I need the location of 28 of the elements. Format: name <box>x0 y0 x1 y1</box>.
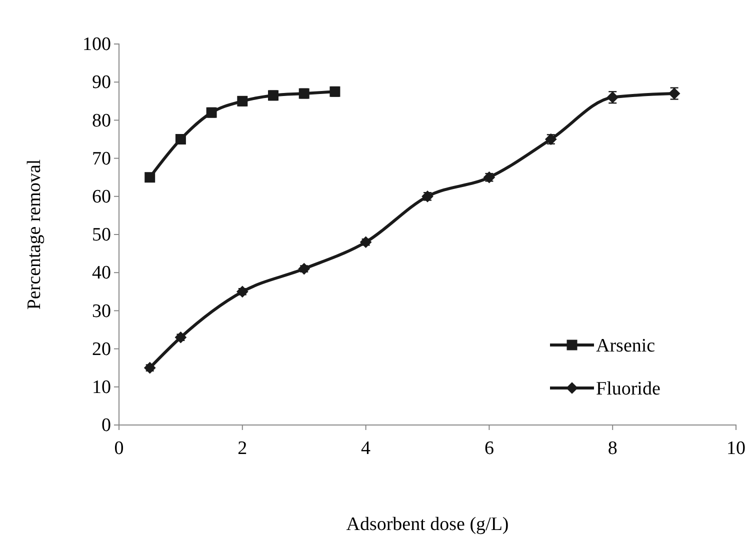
y-tick-label: 40 <box>92 262 111 284</box>
point <box>144 172 156 183</box>
x-tick-label: 0 <box>114 438 124 459</box>
legend-label: Arsenic <box>596 336 656 357</box>
x-tick-label: 4 <box>361 438 372 459</box>
x-tick-label: 10 <box>726 438 746 459</box>
y-tick-label: 30 <box>92 300 111 322</box>
point <box>175 134 186 144</box>
y-tick-label: 100 <box>82 34 111 56</box>
point <box>144 362 156 374</box>
y-tick-label: 50 <box>92 224 111 246</box>
y-tick-label: 10 <box>92 376 111 398</box>
point <box>174 331 187 344</box>
point <box>298 262 310 275</box>
y-tick-label: 90 <box>92 72 111 94</box>
point <box>236 286 248 298</box>
y-tick-label: 70 <box>92 148 111 170</box>
y-tick-label: 80 <box>92 110 111 132</box>
y-tick-label: 0 <box>102 415 111 436</box>
x-tick-label: 8 <box>608 438 618 459</box>
y-axis-title: Percentage removal <box>24 159 45 310</box>
x-tick-label: 2 <box>238 438 248 459</box>
y-tick-label: 60 <box>92 186 111 208</box>
legend-label: Fluoride <box>596 378 660 400</box>
x-axis-title: Adsorbent dose (g/L) <box>346 514 509 535</box>
y-tick-label: 20 <box>92 338 111 360</box>
point <box>360 236 372 248</box>
x-tick-label: 6 <box>484 438 494 459</box>
